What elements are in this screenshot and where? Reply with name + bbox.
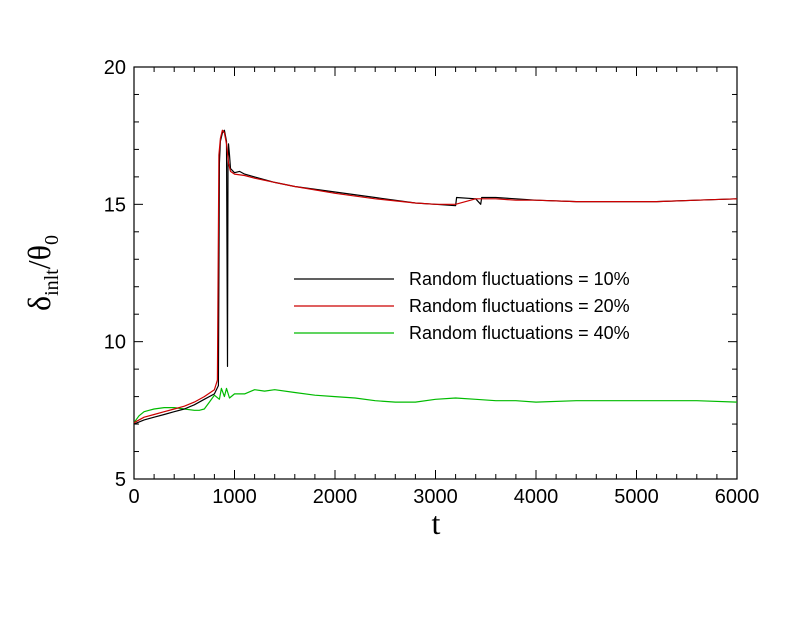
- series-layer: [133, 129, 738, 425]
- x-axis-title: t: [432, 505, 441, 541]
- axis-ticks: [133, 66, 738, 480]
- y-axis-title-denominator: θ: [21, 245, 57, 260]
- y-tick-label: 5: [115, 469, 126, 491]
- y-axis-title-denominator-subscript: 0: [41, 235, 63, 245]
- y-axis-title: δinlt/θ0: [21, 235, 63, 311]
- series-line-20-percent: [133, 129, 738, 424]
- legend: Random fluctuations = 10% Random fluctua…: [294, 269, 630, 343]
- x-tick-label: 6000: [715, 486, 760, 508]
- tick-labels: 0 1000 2000 3000 4000 5000 6000 5 10 15 20: [104, 57, 760, 508]
- legend-label-20: Random fluctuations = 20%: [409, 296, 630, 316]
- x-tick-label: 2000: [313, 486, 358, 508]
- y-tick-label: 10: [104, 332, 126, 354]
- y-tick-label: 20: [104, 57, 126, 79]
- series-line-40-percent: [133, 387, 738, 424]
- legend-label-40: Random fluctuations = 40%: [409, 323, 630, 343]
- y-axis-title-subscript: inlt: [41, 269, 63, 296]
- x-tick-label: 0: [128, 486, 139, 508]
- y-tick-label: 15: [104, 194, 126, 216]
- x-tick-label: 3000: [413, 486, 458, 508]
- series-line-10-percent: [133, 129, 738, 425]
- y-axis-title-slash: /: [21, 260, 57, 269]
- legend-label-10: Random fluctuations = 10%: [409, 269, 630, 289]
- x-tick-label: 5000: [614, 486, 659, 508]
- x-tick-label: 1000: [212, 486, 257, 508]
- x-tick-label: 4000: [514, 486, 559, 508]
- y-axis-title-main: δ: [21, 296, 57, 311]
